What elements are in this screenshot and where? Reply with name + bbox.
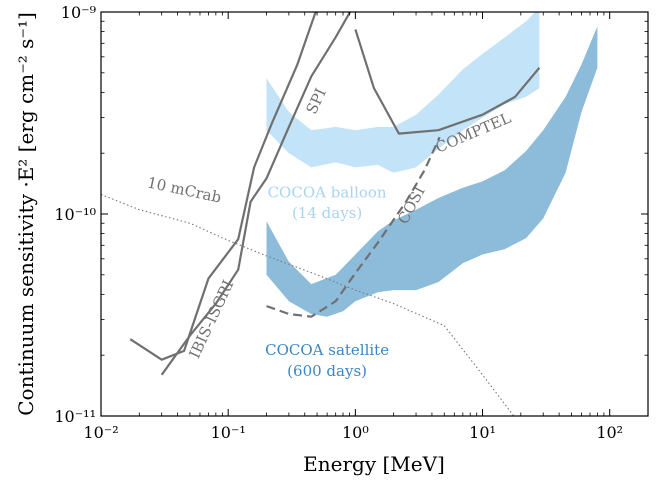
- annotation-spi: SPI: [302, 85, 329, 117]
- annotation-14-days: (14 days): [292, 204, 362, 222]
- y-tick-label: 10⁻⁹: [61, 3, 97, 22]
- x-tick-label: 10¹: [469, 423, 496, 442]
- band-cocoa-balloon-14-days: [266, 12, 540, 173]
- x-tick-label: 10⁻¹: [211, 423, 246, 442]
- annotation-ibis-isgri: IBIS-ISGRI: [185, 277, 237, 361]
- series-line-10-mcrab: [101, 193, 515, 416]
- series-line-ibis-isgri: [129, 12, 317, 361]
- y-tick-label: 10⁻¹⁰: [54, 205, 96, 224]
- x-axis-label: Energy [MeV]: [303, 452, 445, 476]
- bands-layer: [266, 12, 598, 317]
- ticks-layer: 10⁻² 10⁻¹ 10⁰ 10¹ 10² 10⁻¹¹ 10⁻¹⁰ 10⁻⁹: [54, 3, 648, 442]
- x-tick-label: 10⁻²: [83, 423, 118, 442]
- x-tick-label: 10⁰: [342, 423, 369, 442]
- annotation-cocoa-satellite: COCOA satellite: [265, 341, 389, 359]
- x-tick-label: 10²: [596, 423, 623, 442]
- series-line-spi: [160, 12, 352, 376]
- series-line-comptel: [354, 29, 541, 135]
- annotation-10-mcrab: 10 mCrab: [146, 173, 223, 206]
- lines-layer: [101, 12, 541, 416]
- band-cocoa-satellite-600-days: [266, 26, 598, 317]
- series-line-cosi: [266, 136, 441, 318]
- y-tick-label: 10⁻¹¹: [54, 407, 96, 426]
- y-axis-label: Continuum sensitivity ·E² [erg cm⁻² s⁻¹]: [14, 12, 38, 416]
- annotation-cocoa-balloon: COCOA balloon: [268, 184, 387, 202]
- annotation-600-days: (600 days): [287, 362, 367, 380]
